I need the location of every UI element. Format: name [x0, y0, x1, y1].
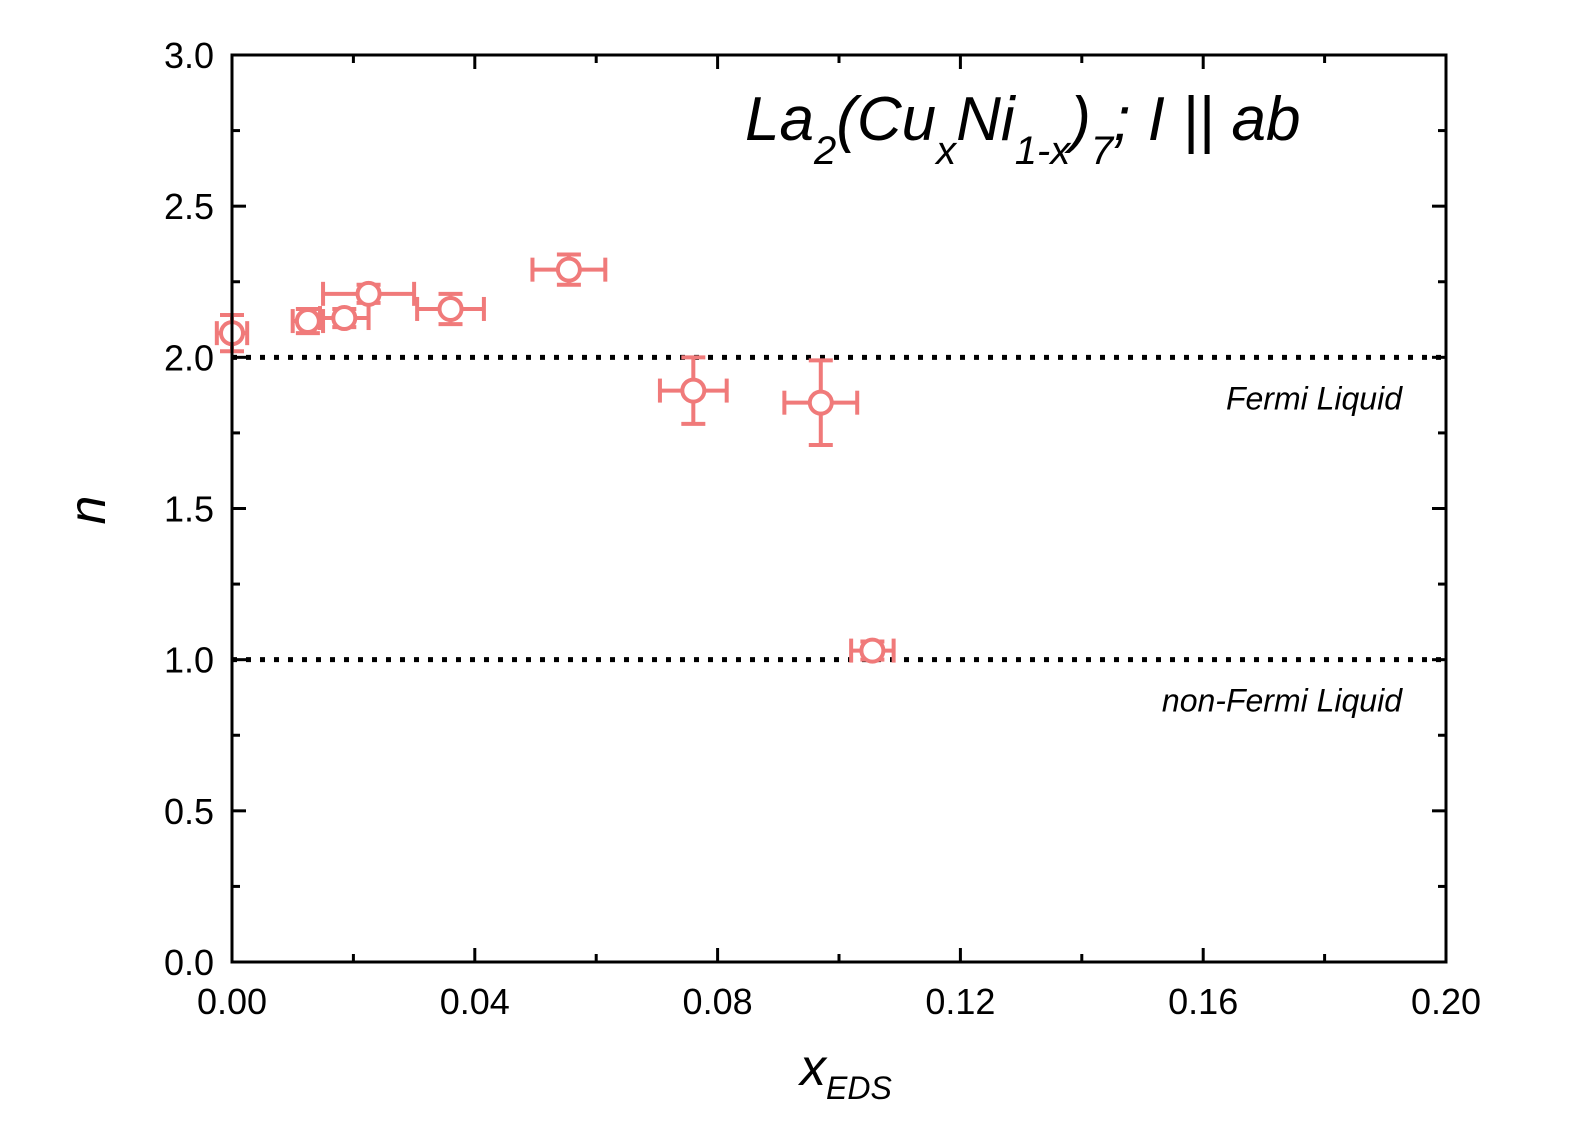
formula-part: 1-x: [1015, 129, 1073, 173]
x-tick-label: 0.16: [1168, 981, 1238, 1022]
data-marker: [680, 377, 707, 404]
data-point: [530, 252, 608, 287]
data-point: [321, 280, 417, 307]
y-tick-label: 0.0: [164, 942, 214, 983]
data-marker: [859, 637, 886, 664]
x-axis-label-main: x: [797, 1039, 828, 1097]
reference-line-label: non-Fermi Liquid: [1162, 683, 1403, 719]
reference-line-label: Fermi Liquid: [1226, 380, 1403, 416]
axes: 0.00 0.04 0.08 0.12 0.16 0.20 0.0 0.5 1.0 1.5 2.0 2…: [164, 35, 1481, 1022]
formula-part: ; I || ab: [1113, 85, 1300, 154]
data-marker: [807, 389, 834, 416]
y-tick-label: 2.5: [164, 186, 214, 227]
data-point: [782, 358, 860, 448]
data-marker: [555, 256, 582, 283]
data-marker: [437, 295, 464, 322]
y-tick-label: 3.0: [164, 35, 214, 76]
y-tick-label: 0.5: [164, 791, 214, 832]
formula-part: La: [745, 85, 814, 154]
x-tick-label: 0.12: [925, 981, 995, 1022]
formula-part: 7: [1091, 129, 1115, 173]
y-tick-label: 1.0: [164, 640, 214, 681]
reference-lines: Fermi Liquid non-Fermi Liquid: [232, 354, 1446, 719]
data-point: [657, 355, 729, 426]
formula-part: x: [934, 129, 958, 173]
plot-frame: [230, 53, 1448, 964]
y-tick-label: 1.5: [164, 489, 214, 530]
x-axis-label-sub: EDS: [826, 1070, 892, 1106]
data-point: [849, 637, 896, 664]
formula-part: (Cu: [836, 85, 936, 154]
data-marker: [331, 305, 358, 332]
y-tick-label: 2.0: [164, 337, 214, 378]
chart-formula-label: La2(CuxNi1-x)7; I || ab: [745, 85, 1300, 173]
data-marker: [355, 280, 382, 307]
x-tick-label: 0.08: [683, 981, 753, 1022]
data-series: [214, 252, 896, 664]
x-axis-label: xEDS: [797, 1039, 892, 1106]
x-tick-label: 0.00: [197, 981, 267, 1022]
x-tick-label: 0.04: [440, 981, 510, 1022]
y-axis-label: n: [59, 496, 117, 525]
formula-part: Ni: [956, 85, 1017, 154]
formula-part: 2: [813, 129, 836, 173]
data-point: [318, 305, 371, 332]
x-tick-label: 0.20: [1411, 981, 1481, 1022]
data-marker: [294, 308, 321, 335]
data-point: [415, 291, 486, 327]
